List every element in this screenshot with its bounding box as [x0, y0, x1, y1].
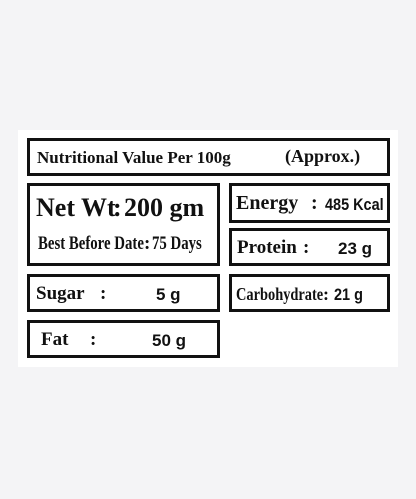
net-weight-sep: : [113, 193, 122, 222]
energy-label: Energy [236, 192, 299, 214]
fat-label: Fat [41, 329, 69, 350]
nutrition-label-card: Nutritional Value Per 100g (Approx.) Net… [18, 130, 398, 367]
carbohydrate-label: Carbohydrate [236, 284, 324, 304]
best-before-sep: : [144, 233, 151, 254]
carbohydrate-box: Carbohydrate : 21 g [229, 274, 390, 312]
net-weight-value: 200 gm [124, 193, 205, 222]
protein-label: Protein [237, 237, 297, 258]
protein-box: Protein : 23 g [229, 228, 390, 266]
net-weight-box: Net Wt : 200 gm Best Before Date : 75 Da… [27, 183, 220, 266]
energy-box: Energy : 485 Kcal [229, 183, 390, 223]
sugar-label: Sugar [36, 283, 85, 304]
carbohydrate-sep: : [323, 284, 329, 304]
energy-value: 485 Kcal [325, 195, 384, 214]
sugar-value: 5 g [156, 285, 181, 304]
sugar-sep: : [100, 283, 107, 304]
net-weight-label: Net Wt [36, 193, 116, 222]
header-approx: (Approx.) [285, 146, 361, 166]
fat-value: 50 g [152, 331, 187, 350]
best-before-value: 75 Days [152, 233, 202, 254]
sugar-box: Sugar : 5 g [27, 274, 220, 312]
protein-sep: : [303, 237, 310, 258]
header-title: Nutritional Value Per 100g [37, 148, 231, 167]
best-before-label: Best Before Date [38, 233, 144, 254]
fat-box: Fat : 50 g [27, 320, 220, 358]
energy-sep: : [311, 192, 318, 214]
carbohydrate-value: 21 g [334, 285, 363, 304]
fat-sep: : [90, 329, 97, 350]
protein-value: 23 g [338, 239, 373, 258]
header-box: Nutritional Value Per 100g (Approx.) [27, 138, 390, 176]
